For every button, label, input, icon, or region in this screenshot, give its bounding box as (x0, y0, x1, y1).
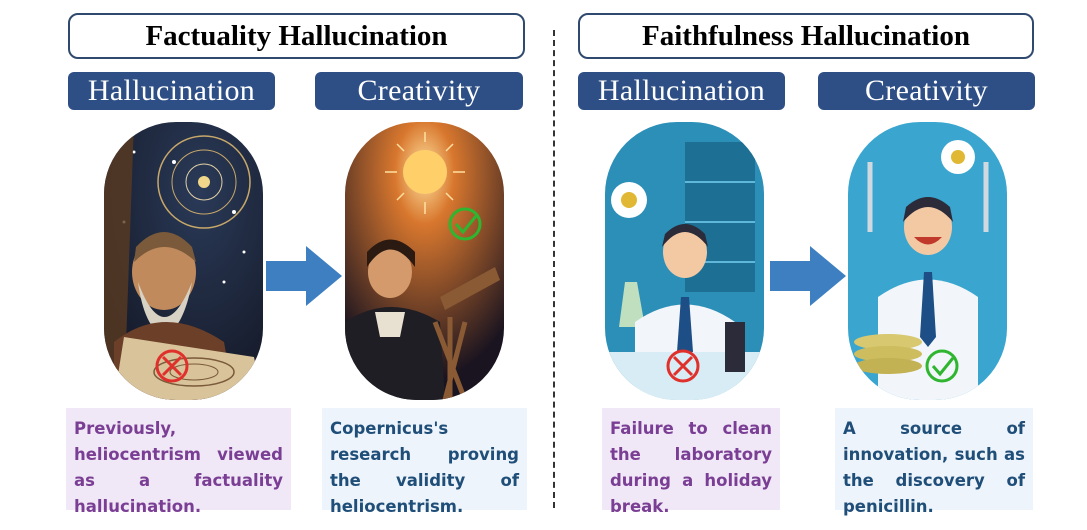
happy-scientist-illustration (848, 122, 1007, 400)
factuality-creativity-label: Creativity (315, 72, 523, 110)
faithfulness-hallucination-caption: Failure to clean the laboratory during a… (602, 408, 780, 516)
check-mark-icon (448, 207, 482, 241)
faithfulness-section-title: Faithfulness Hallucination (578, 13, 1034, 59)
faithfulness-hallucination-label: Hallucination (578, 72, 785, 110)
factuality-creativity-caption: Copernicus's research proving the validi… (322, 408, 527, 516)
faithfulness-creativity-caption: A source of innovation, such as the disc… (835, 408, 1033, 516)
factuality-hallucination-caption: Previously, heliocentrism viewed as a fa… (66, 408, 291, 516)
factuality-section-title: Factuality Hallucination (68, 13, 525, 59)
right-arrow-icon (266, 246, 342, 306)
wrong-cross-icon (666, 349, 700, 383)
section-divider (553, 30, 555, 508)
copernicus-illustration (345, 122, 504, 400)
messy-lab-illustration (605, 122, 764, 400)
wrong-cross-icon (155, 349, 189, 383)
factuality-hallucination-label: Hallucination (68, 72, 275, 110)
right-arrow-icon (770, 246, 846, 306)
check-mark-icon (925, 349, 959, 383)
faithfulness-creativity-label: Creativity (818, 72, 1035, 110)
astronomer-illustration (104, 122, 263, 400)
